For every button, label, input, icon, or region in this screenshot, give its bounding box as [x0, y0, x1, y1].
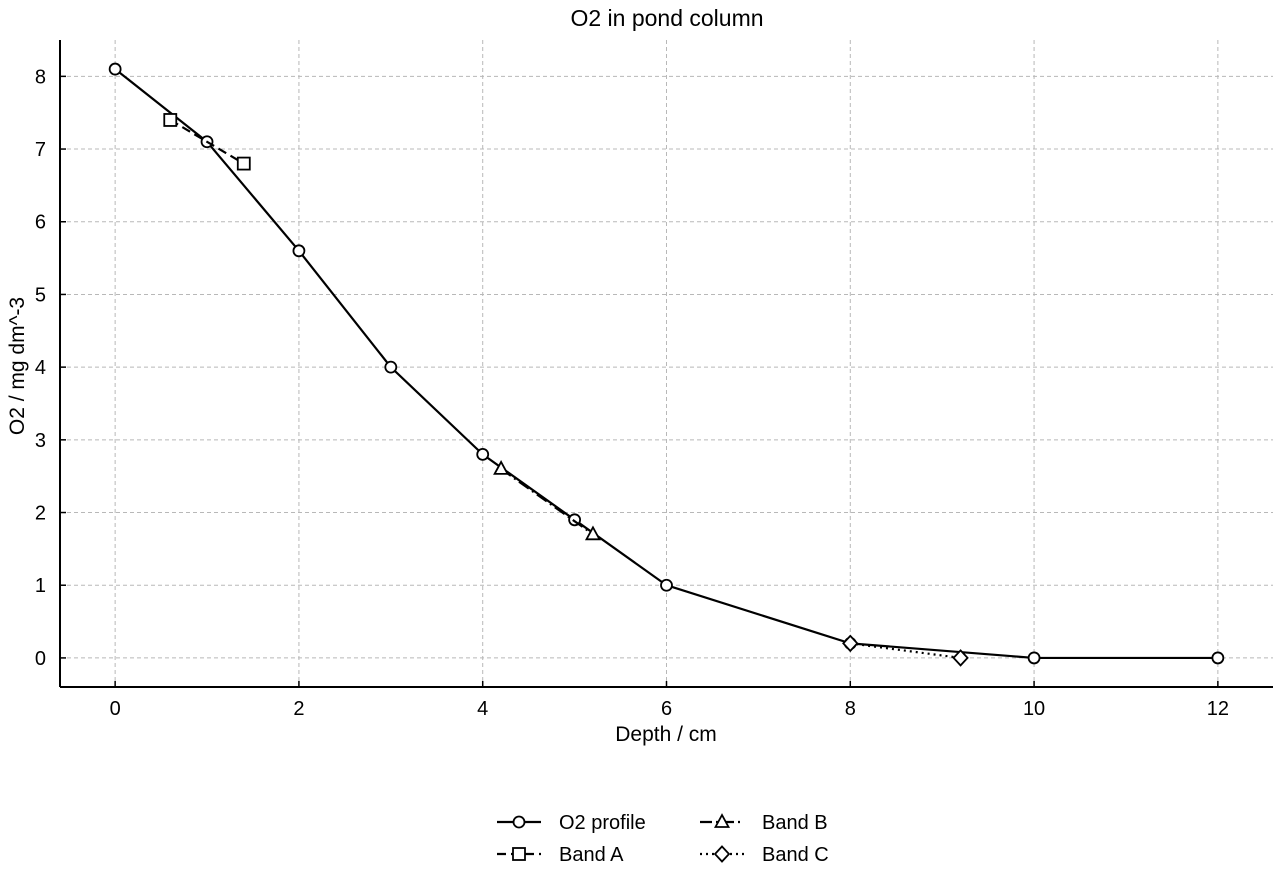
series-line-band-c [850, 642, 961, 660]
x-tick-label: 4 [477, 698, 488, 720]
y-tick-label: 3 [35, 430, 46, 452]
x-tick-label: 0 [110, 698, 121, 720]
x-tick-label: 2 [293, 698, 304, 720]
x-axis-title: Depth / cm [615, 723, 717, 746]
data-point-o2-profile [384, 360, 398, 374]
y-axis-title: O2 / mg dm^-3 [6, 297, 29, 435]
data-point-band-b [584, 525, 601, 541]
data-point-o2-profile [476, 447, 490, 461]
chart-title: O2 in pond column [570, 5, 763, 31]
legend-label-band-b: Band B [762, 812, 828, 834]
legend-marker-band-c [713, 845, 731, 863]
data-point-o2-profile [108, 62, 122, 76]
legend: O2 profile Band A Band B Band C [497, 812, 829, 866]
legend-label-o2-profile: O2 profile [559, 812, 646, 834]
data-point-o2-profile [660, 578, 673, 592]
series-band-b [493, 460, 601, 541]
y-tick-label: 1 [35, 575, 46, 597]
data-point-o2-profile [292, 244, 306, 258]
data-point-band-b [493, 460, 510, 475]
y-tick-label: 7 [35, 139, 46, 161]
data-point-band-c [842, 634, 859, 653]
y-tick-label: 2 [35, 503, 46, 525]
series-line-band-a [169, 119, 245, 165]
data-point-o2-profile [1027, 651, 1041, 665]
legend-label-band-c: Band C [762, 844, 829, 866]
x-tick-label: 12 [1207, 698, 1229, 720]
series-line-band-b [500, 468, 594, 536]
data-point-band-c [952, 649, 969, 667]
data-point-o2-profile [1211, 651, 1225, 665]
legend-entry-band-c: Band C [700, 844, 829, 866]
grid [60, 40, 1273, 687]
y-tick-label: 6 [35, 212, 46, 234]
data-point-band-a [236, 156, 251, 171]
legend-entry-o2-profile: O2 profile [497, 812, 646, 834]
y-tick-label: 5 [35, 284, 46, 306]
series-band-c [842, 634, 969, 667]
legend-entry-band-b: Band B [700, 812, 828, 834]
series-line-o2-profile [114, 68, 1218, 660]
legend-entry-band-a: Band A [497, 844, 624, 866]
y-tick-label: 4 [35, 357, 46, 379]
plot-area [108, 62, 1225, 667]
x-tick-label: 6 [661, 698, 672, 720]
x-tick-label: 8 [845, 698, 856, 720]
y-tick-label: 8 [35, 66, 46, 88]
legend-marker-o2-profile [512, 815, 526, 829]
legend-label-band-a: Band A [559, 844, 624, 866]
legend-marker-band-a [512, 847, 526, 861]
x-tick-label: 10 [1023, 698, 1045, 720]
y-tick-label: 0 [35, 648, 46, 670]
data-point-band-a [163, 113, 178, 127]
series-band-a [163, 113, 251, 171]
legend-marker-band-b [713, 813, 731, 828]
